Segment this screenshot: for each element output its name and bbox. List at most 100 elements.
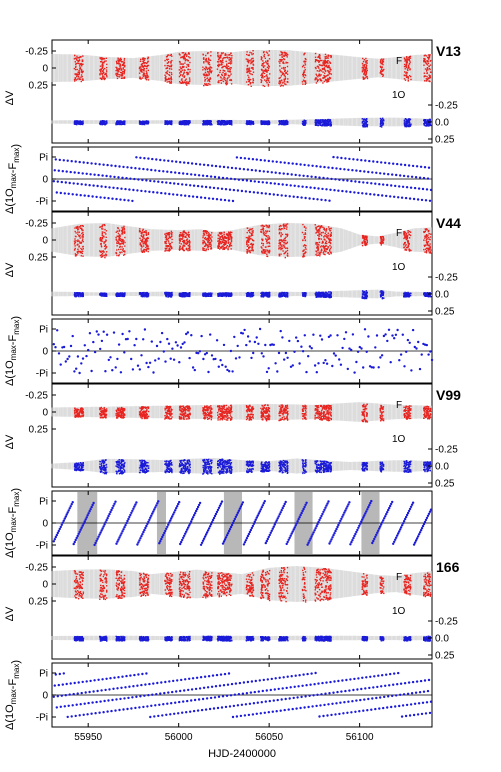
phase-point (131, 199, 134, 203)
fundamental-point (303, 53, 305, 55)
overtone-point (102, 293, 105, 295)
overtone-point (408, 118, 410, 120)
fundamental-point (263, 76, 266, 78)
overtone-mode-label: 1O (392, 90, 406, 101)
fundamental-point (210, 51, 212, 53)
fundamental-point (210, 72, 212, 74)
overtone-point (73, 123, 76, 125)
phase-point (153, 180, 156, 183)
fundamental-point (281, 71, 283, 73)
overtone-point (80, 294, 82, 296)
fundamental-point (182, 65, 184, 68)
fundamental-point (246, 242, 248, 244)
fundamental-point (122, 67, 124, 69)
fundamental-point (187, 81, 190, 83)
overtone-point (330, 123, 332, 125)
fundamental-point (330, 69, 332, 71)
phase-point (270, 171, 273, 174)
overtone-point (121, 294, 123, 296)
overtone-point (315, 121, 317, 123)
fundamental-point (281, 56, 283, 59)
fundamental-point (327, 55, 330, 57)
fundamental-point (261, 64, 263, 67)
phase-point (423, 166, 427, 169)
phase-point (79, 194, 82, 197)
fundamental-point (328, 73, 331, 75)
fundamental-point (188, 247, 190, 250)
fundamental-point (224, 243, 226, 245)
overtone-point (323, 125, 326, 127)
fundamental-point (229, 244, 231, 246)
phase-point (177, 182, 180, 186)
phase-point (157, 180, 160, 183)
fundamental-point (74, 80, 76, 82)
fundamental-point (218, 80, 220, 82)
fundamental-point (122, 248, 124, 250)
fundamental-point (170, 61, 172, 63)
fundamental-point (407, 58, 409, 61)
fundamental-point (224, 240, 227, 242)
overtone-point (170, 123, 172, 125)
fundamental-point (79, 234, 81, 236)
phase-point (346, 179, 349, 182)
fundamental-point (230, 240, 233, 243)
overtone-point (404, 124, 406, 126)
overtone-point (183, 294, 185, 296)
fundamental-point (183, 69, 185, 71)
fundamental-point (81, 232, 83, 235)
fundamental-point (208, 234, 210, 236)
fundamental-point (81, 252, 83, 254)
fundamental-point (146, 67, 148, 70)
fundamental-point (279, 69, 281, 71)
fundamental-point (222, 71, 224, 74)
fundamental-point (217, 61, 220, 63)
fundamental-point (246, 60, 249, 62)
fundamental-point (181, 80, 184, 82)
phase-point (72, 182, 75, 185)
fundamental-point (118, 248, 120, 251)
fundamental-point (104, 228, 106, 231)
phase-point (332, 155, 335, 159)
fundamental-point (141, 240, 143, 242)
fundamental-point (428, 65, 430, 68)
phase-point (285, 183, 288, 187)
overtone-point (73, 122, 76, 124)
phase-point (143, 157, 146, 160)
fundamental-point (205, 54, 207, 57)
fundamental-point (318, 54, 321, 56)
fundamental-point (77, 71, 79, 73)
fundamental-point (206, 73, 208, 76)
fundamental-point (365, 71, 368, 73)
fundamental-point (227, 248, 229, 251)
overtone-point (362, 119, 365, 121)
fundamental-point (219, 242, 222, 244)
fundamental-point (425, 62, 427, 64)
fundamental-point (103, 78, 106, 81)
fundamental-point (315, 77, 317, 79)
fundamental-point (189, 68, 191, 71)
overtone-point (116, 120, 119, 122)
overtone-point (248, 121, 250, 123)
fundamental-point (221, 246, 223, 248)
fundamental-point (203, 230, 205, 232)
overtone-point (283, 119, 285, 122)
overtone-point (188, 122, 191, 124)
overtone-point (146, 296, 149, 298)
overtone-point (141, 122, 144, 124)
overtone-point (217, 294, 219, 296)
overtone-point (223, 292, 225, 294)
fundamental-point (404, 74, 406, 77)
fundamental-point (82, 225, 84, 227)
fundamental-point (265, 60, 267, 62)
fundamental-point (363, 59, 366, 61)
fundamental-point (248, 72, 251, 74)
fundamental-point (210, 67, 213, 69)
fundamental-point (229, 62, 231, 64)
overtone-point (329, 119, 332, 122)
phase-point (314, 175, 317, 179)
overtone-point (228, 294, 230, 296)
fundamental-point (204, 83, 207, 86)
fundamental-point (246, 69, 248, 71)
overtone-point (365, 121, 368, 123)
fundamental-point (208, 73, 210, 75)
